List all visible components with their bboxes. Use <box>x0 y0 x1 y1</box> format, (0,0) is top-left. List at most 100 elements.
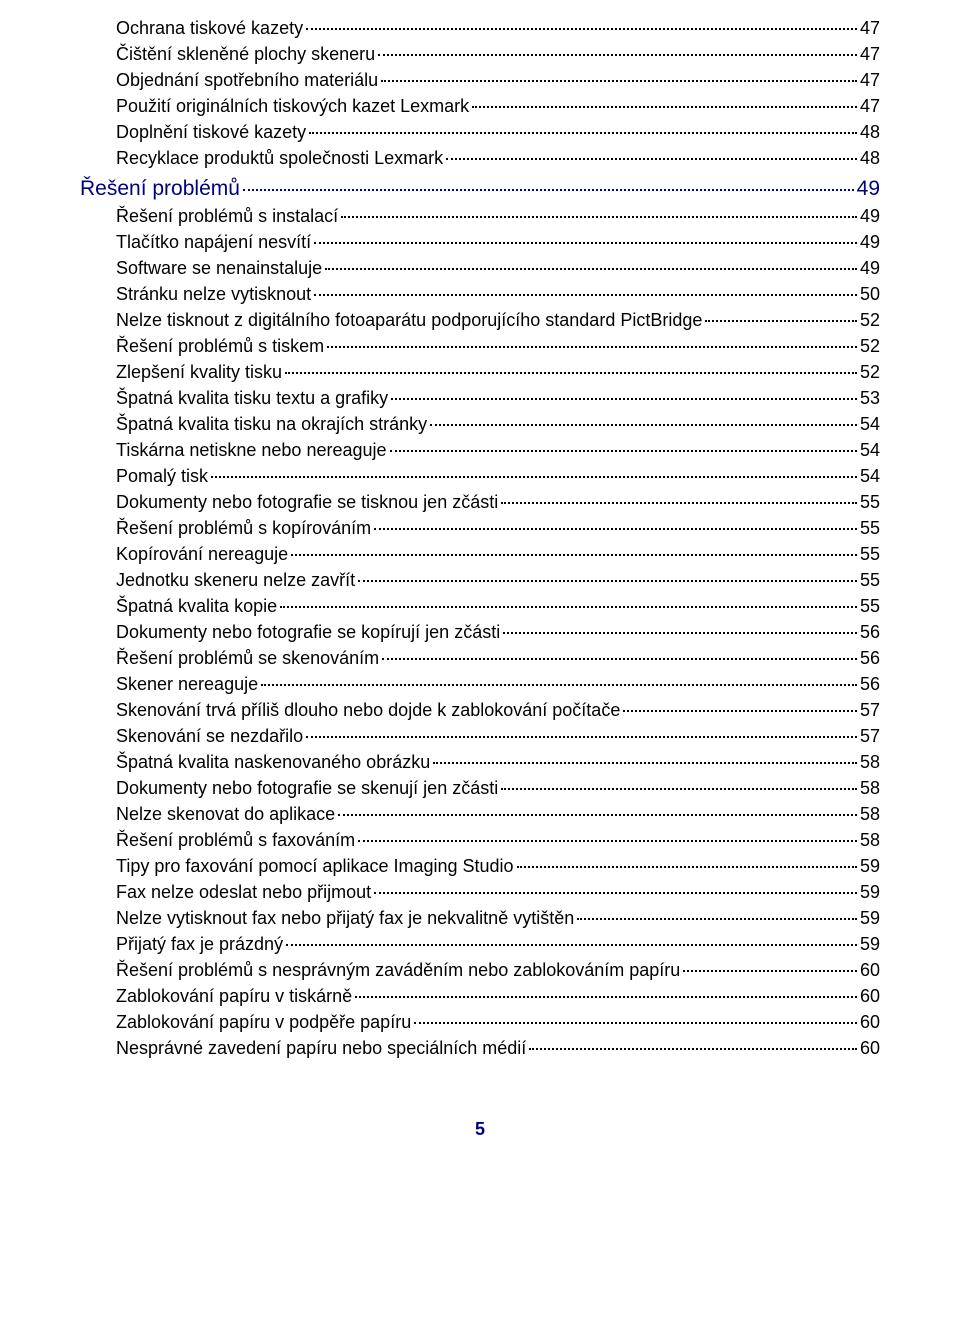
toc-entry-lvl2[interactable]: Jednotku skeneru nelze zavřít55 <box>116 570 880 591</box>
toc-entry-lvl2[interactable]: Přijatý fax je prázdný59 <box>116 934 880 955</box>
toc-page: 60 <box>860 986 880 1007</box>
toc-entry-lvl2[interactable]: Doplnění tiskové kazety48 <box>116 122 880 143</box>
toc-label: Řešení problémů s nesprávným zaváděním n… <box>116 960 680 981</box>
toc-label: Ochrana tiskové kazety <box>116 18 303 39</box>
toc-entry-lvl2[interactable]: Kopírování nereaguje55 <box>116 544 880 565</box>
toc-page: 59 <box>860 882 880 903</box>
toc-label: Použití originálních tiskových kazet Lex… <box>116 96 469 117</box>
toc-page: 56 <box>860 674 880 695</box>
toc-entry-lvl2[interactable]: Řešení problémů s tiskem52 <box>116 336 880 357</box>
toc-leader-dots <box>501 502 857 504</box>
toc-entry-lvl2[interactable]: Skenování trvá příliš dlouho nebo dojde … <box>116 700 880 721</box>
toc-entry-lvl2[interactable]: Řešení problémů s faxováním 58 <box>116 830 880 851</box>
toc-leader-dots <box>338 814 857 816</box>
toc-entry-lvl2[interactable]: Ochrana tiskové kazety47 <box>116 18 880 39</box>
toc-entry-lvl2[interactable]: Skener nereaguje 56 <box>116 674 880 695</box>
toc-leader-dots <box>325 268 857 270</box>
toc-leader-dots <box>285 372 857 374</box>
toc-entry-lvl2[interactable]: Zlepšení kvality tisku52 <box>116 362 880 383</box>
toc-entry-lvl2[interactable]: Tlačítko napájení nesvítí49 <box>116 232 880 253</box>
toc-entry-lvl2[interactable]: Tipy pro faxování pomocí aplikace Imagin… <box>116 856 880 877</box>
toc-page: 58 <box>860 752 880 773</box>
toc-page: 52 <box>860 336 880 357</box>
toc-page: 57 <box>860 700 880 721</box>
toc-leader-dots <box>391 398 857 400</box>
toc-leader-dots <box>306 736 857 738</box>
toc-entry-lvl2[interactable]: Recyklace produktů společnosti Lexmark 48 <box>116 148 880 169</box>
toc-page: 59 <box>860 856 880 877</box>
toc-label: Software se nenainstaluje <box>116 258 322 279</box>
toc-label: Recyklace produktů společnosti Lexmark <box>116 148 443 169</box>
toc-page: 54 <box>860 414 880 435</box>
toc-label: Špatná kvalita tisku textu a grafiky <box>116 388 388 409</box>
toc-entry-lvl2[interactable]: Stránku nelze vytisknout50 <box>116 284 880 305</box>
toc-entry-lvl1[interactable]: Řešení problémů49 <box>80 177 880 201</box>
toc-label: Čištění skleněné plochy skeneru <box>116 44 375 65</box>
toc-page: 60 <box>860 960 880 981</box>
toc-page: 58 <box>860 778 880 799</box>
toc-label: Řešení problémů se skenováním <box>116 648 379 669</box>
toc-leader-dots <box>314 294 857 296</box>
toc-leader-dots <box>446 158 857 160</box>
toc-leader-dots <box>314 242 857 244</box>
toc-label: Jednotku skeneru nelze zavřít <box>116 570 355 591</box>
toc-entry-lvl2[interactable]: Špatná kvalita kopie55 <box>116 596 880 617</box>
toc-leader-dots <box>433 762 857 764</box>
toc-leader-dots <box>306 28 857 30</box>
toc-page: 52 <box>860 310 880 331</box>
toc-page: 60 <box>860 1038 880 1059</box>
toc-label: Tiskárna netiskne nebo nereaguje <box>116 440 387 461</box>
toc-entry-lvl2[interactable]: Dokumenty nebo fotografie se skenují jen… <box>116 778 880 799</box>
toc-entry-lvl2[interactable]: Tiskárna netiskne nebo nereaguje 54 <box>116 440 880 461</box>
toc-leader-dots <box>430 424 857 426</box>
toc-entry-lvl2[interactable]: Špatná kvalita tisku na okrajích stránky… <box>116 414 880 435</box>
toc-entry-lvl2[interactable]: Špatná kvalita tisku textu a grafiky53 <box>116 388 880 409</box>
toc-entry-lvl2[interactable]: Zablokování papíru v tiskárně60 <box>116 986 880 1007</box>
toc-entry-lvl2[interactable]: Objednání spotřebního materiálu47 <box>116 70 880 91</box>
toc-label: Objednání spotřebního materiálu <box>116 70 378 91</box>
toc-entry-lvl2[interactable]: Skenování se nezdařilo57 <box>116 726 880 747</box>
toc-page: 55 <box>860 492 880 513</box>
toc-entry-lvl2[interactable]: Dokumenty nebo fotografie se kopírují je… <box>116 622 880 643</box>
toc-label: Řešení problémů s faxováním <box>116 830 355 851</box>
toc-page: 58 <box>860 830 880 851</box>
toc-leader-dots <box>280 606 857 608</box>
toc-label: Tipy pro faxování pomocí aplikace Imagin… <box>116 856 514 877</box>
toc-entry-lvl2[interactable]: Nelze tisknout z digitálního fotoaparátu… <box>116 310 880 331</box>
toc-leader-dots <box>211 476 857 478</box>
toc-leader-dots <box>503 632 857 634</box>
toc-entry-lvl2[interactable]: Řešení problémů s instalací49 <box>116 206 880 227</box>
toc-leader-dots <box>414 1022 857 1024</box>
toc-page: 54 <box>860 440 880 461</box>
toc-entry-lvl2[interactable]: Zablokování papíru v podpěře papíru60 <box>116 1012 880 1033</box>
toc-entry-lvl2[interactable]: Čištění skleněné plochy skeneru47 <box>116 44 880 65</box>
toc-entry-lvl2[interactable]: Fax nelze odeslat nebo přijmout59 <box>116 882 880 903</box>
toc-label: Řešení problémů <box>80 177 240 201</box>
toc-entry-lvl2[interactable]: Nesprávné zavedení papíru nebo speciální… <box>116 1038 880 1059</box>
toc-leader-dots <box>577 918 857 920</box>
toc-leader-dots <box>623 710 857 712</box>
toc-label: Pomalý tisk <box>116 466 208 487</box>
toc-page: 48 <box>860 148 880 169</box>
toc-leader-dots <box>517 866 857 868</box>
toc-label: Špatná kvalita kopie <box>116 596 277 617</box>
toc-label: Skener nereaguje <box>116 674 258 695</box>
toc-entry-lvl2[interactable]: Dokumenty nebo fotografie se tisknou jen… <box>116 492 880 513</box>
toc-entry-lvl2[interactable]: Řešení problémů s nesprávným zaváděním n… <box>116 960 880 981</box>
toc-page: 55 <box>860 544 880 565</box>
toc-entry-lvl2[interactable]: Software se nenainstaluje49 <box>116 258 880 279</box>
toc-entry-lvl2[interactable]: Pomalý tisk 54 <box>116 466 880 487</box>
toc-leader-dots <box>382 658 857 660</box>
toc-entry-lvl2[interactable]: Nelze skenovat do aplikace58 <box>116 804 880 825</box>
toc-entry-lvl2[interactable]: Nelze vytisknout fax nebo přijatý fax je… <box>116 908 880 929</box>
toc-entry-lvl2[interactable]: Řešení problémů se skenováním56 <box>116 648 880 669</box>
toc-leader-dots <box>378 54 857 56</box>
toc-page: 54 <box>860 466 880 487</box>
toc-entry-lvl2[interactable]: Řešení problémů s kopírováním55 <box>116 518 880 539</box>
toc-label: Řešení problémů s kopírováním <box>116 518 371 539</box>
toc-entry-lvl2[interactable]: Špatná kvalita naskenovaného obrázku58 <box>116 752 880 773</box>
toc-label: Zablokování papíru v podpěře papíru <box>116 1012 411 1033</box>
toc-entry-lvl2[interactable]: Použití originálních tiskových kazet Lex… <box>116 96 880 117</box>
toc-page: 49 <box>860 232 880 253</box>
toc-leader-dots <box>374 528 857 530</box>
